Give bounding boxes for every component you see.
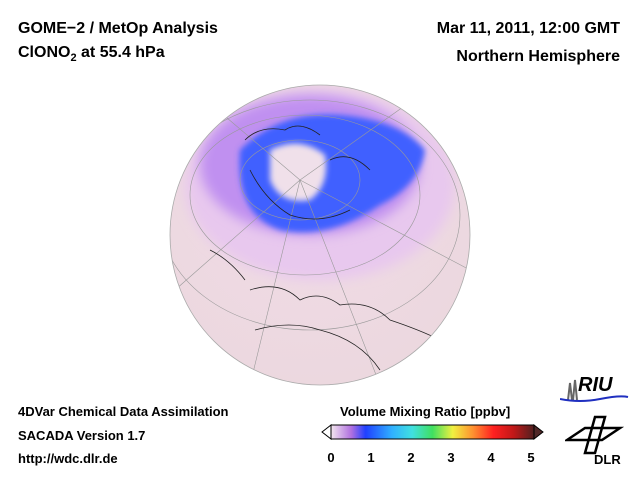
- riu-logo: RIU: [578, 374, 613, 396]
- vortex-ring: [239, 114, 425, 233]
- colorbar: [321, 423, 544, 441]
- footer-line2: SACADA Version 1.7: [18, 428, 146, 443]
- colorbar-under-arrow: [321, 423, 332, 441]
- coastlines: [209, 125, 441, 371]
- date-label: Mar 11, 2011, 12:00 GMT: [436, 20, 620, 37]
- colorbar-over-arrow: [533, 423, 544, 441]
- dlr-logo-text: DLR: [594, 452, 621, 467]
- species-label: ClONO2 at 55.4 hPa: [18, 44, 165, 64]
- colorbar-tick: 4: [487, 450, 495, 465]
- graticule: [170, 94, 470, 385]
- species-subscript: 2: [70, 52, 77, 65]
- title: GOME−2 / MetOp Analysis: [18, 20, 218, 37]
- vortex-core: [270, 143, 326, 201]
- globe-outline: [169, 84, 471, 386]
- dlr-logo-icon: [565, 415, 625, 455]
- colorbar-gradient: [330, 424, 535, 440]
- pressure-level: at 55.4 hPa: [76, 44, 165, 61]
- region-label: Northern Hemisphere: [456, 48, 620, 65]
- footer-url[interactable]: http://wdc.dlr.de: [18, 451, 118, 466]
- footer-line1: 4DVar Chemical Data Assimilation: [18, 404, 229, 419]
- colorbar-tick: 5: [527, 450, 535, 465]
- colorbar-tick: 2: [407, 450, 415, 465]
- colorbar-title: Volume Mixing Ratio [ppbv]: [340, 404, 511, 419]
- species-name: ClONO: [18, 44, 71, 61]
- riu-logo-graphic: [560, 379, 629, 402]
- colorbar-tick: 3: [447, 450, 455, 465]
- colorbar-tick: 0: [327, 450, 335, 465]
- colorbar-tick: 1: [367, 450, 375, 465]
